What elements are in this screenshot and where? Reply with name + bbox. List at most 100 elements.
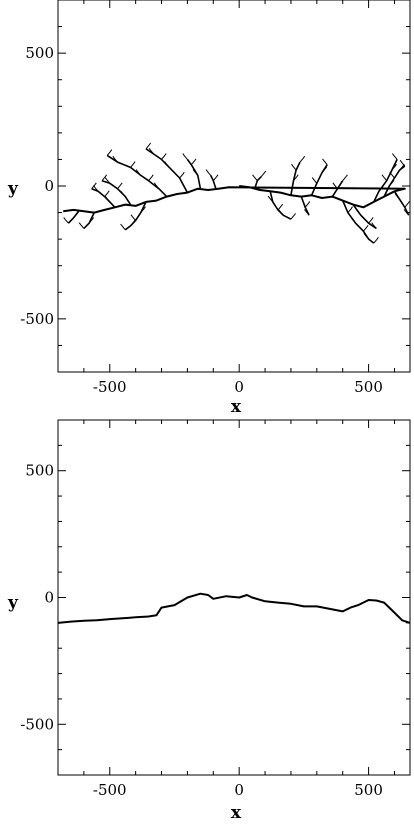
cluster-twig: [342, 174, 348, 182]
cluster-twig: [106, 149, 113, 156]
cluster-twig: [304, 201, 311, 208]
cluster-twig: [63, 217, 69, 224]
cluster-twig: [381, 174, 388, 182]
y-tick-label: -500: [20, 310, 54, 328]
cluster-twig: [277, 203, 284, 211]
cluster-branch: [341, 200, 375, 244]
x-tick-label: 500: [354, 378, 383, 396]
cluster-twig: [350, 217, 356, 224]
cluster-twig: [304, 209, 310, 216]
y-axis-label-top: y: [7, 179, 19, 199]
cluster-twig: [290, 213, 296, 220]
cluster-twig: [252, 174, 258, 182]
x-axis-label-top: x: [231, 397, 242, 417]
cluster-twig: [78, 222, 85, 229]
cluster-twig: [299, 155, 306, 163]
cluster-twig: [355, 209, 362, 216]
cluster-branch: [101, 179, 132, 206]
cluster-twig: [120, 190, 126, 197]
cluster-twig: [260, 170, 267, 178]
cluster-twig: [291, 163, 297, 171]
x-tick-label: -500: [93, 781, 127, 799]
cluster-twig: [73, 211, 79, 219]
y-tick-label: -500: [20, 715, 54, 733]
cluster-twig: [140, 206, 146, 213]
cluster-branch: [186, 158, 202, 189]
cluster-twig: [145, 142, 152, 150]
cluster-twig: [293, 174, 299, 182]
cluster-branch: [290, 161, 301, 196]
cluster-twig: [392, 153, 398, 160]
cluster-twig: [403, 209, 410, 216]
y-tick-label: 500: [25, 44, 54, 62]
cluster-branch: [145, 148, 189, 193]
cluster-twig: [267, 195, 274, 203]
data-marks-top: [63, 142, 410, 244]
cluster-branch: [106, 154, 168, 198]
cluster-twig: [182, 153, 188, 160]
cluster-twig: [130, 219, 136, 227]
cluster-twig: [404, 201, 410, 208]
cluster-twig: [347, 206, 353, 213]
cluster-twig: [389, 171, 395, 179]
cluster-twig: [332, 182, 338, 190]
cluster-twig: [130, 214, 136, 221]
data-marks-bottom: [57, 592, 411, 624]
cluster-branch: [393, 190, 410, 216]
cluster-twig: [88, 217, 95, 224]
cluster-twig: [148, 147, 155, 155]
plot-frame-top: [57, 0, 411, 373]
cluster-twig: [135, 169, 142, 176]
cluster-twig: [112, 155, 118, 163]
cluster-twig: [373, 237, 379, 244]
cluster-branch: [310, 164, 328, 196]
cluster-trunk: [63, 185, 406, 214]
cluster-twig: [190, 158, 197, 166]
y-tick-label: 500: [25, 462, 54, 480]
cluster-twig: [371, 222, 377, 229]
chart-bottom: -500 0 500 -500 0 500 x y: [7, 419, 411, 823]
cluster-twig: [91, 182, 97, 190]
axes-top: -500 0 500 -500 0 500: [20, 0, 410, 396]
x-tick-label: 0: [234, 378, 244, 396]
cluster-twig: [321, 166, 328, 174]
cluster-twig: [212, 174, 219, 182]
y-tick-label: 0: [44, 589, 54, 607]
cluster-twig: [399, 159, 406, 167]
cluster-twig: [153, 182, 160, 190]
y-tick-label: 0: [44, 177, 54, 195]
cluster-branch: [209, 175, 217, 189]
cluster-branch: [300, 196, 310, 216]
cluster-twig: [104, 190, 110, 197]
cluster-twig: [130, 161, 136, 168]
x-tick-label: 0: [234, 781, 244, 799]
cluster-twig: [394, 193, 400, 200]
cluster-twig: [363, 232, 369, 240]
x-axis-label-bottom: x: [231, 803, 242, 823]
cluster-twig: [117, 182, 123, 190]
x-tick-label: -500: [93, 378, 127, 396]
cluster-branch: [91, 187, 116, 208]
cluster-twig: [368, 217, 374, 224]
cluster-twig: [391, 163, 397, 171]
cluster-twig: [378, 185, 384, 192]
cluster-twig: [120, 223, 126, 231]
cluster-twig: [161, 153, 167, 160]
cluster-twig: [278, 209, 284, 216]
cluster-twig: [148, 174, 154, 182]
axes-bottom: -500 0 500 -500 0 500: [20, 420, 410, 799]
cluster-twig: [311, 177, 318, 184]
x-tick-label: 500: [354, 781, 383, 799]
cluster-twig: [104, 177, 111, 184]
cluster-branch: [83, 212, 95, 230]
cluster-twig: [322, 158, 328, 166]
cluster-twig: [164, 161, 170, 168]
cluster-twig: [179, 171, 185, 179]
cluster-twig: [205, 169, 212, 176]
chart-top: -500 0 500 -500 0 500 x y: [7, 0, 411, 417]
interface-line: [57, 592, 411, 624]
y-axis-label-bottom: y: [7, 593, 19, 613]
cluster-twig: [388, 179, 395, 187]
cluster-twig: [104, 195, 111, 203]
